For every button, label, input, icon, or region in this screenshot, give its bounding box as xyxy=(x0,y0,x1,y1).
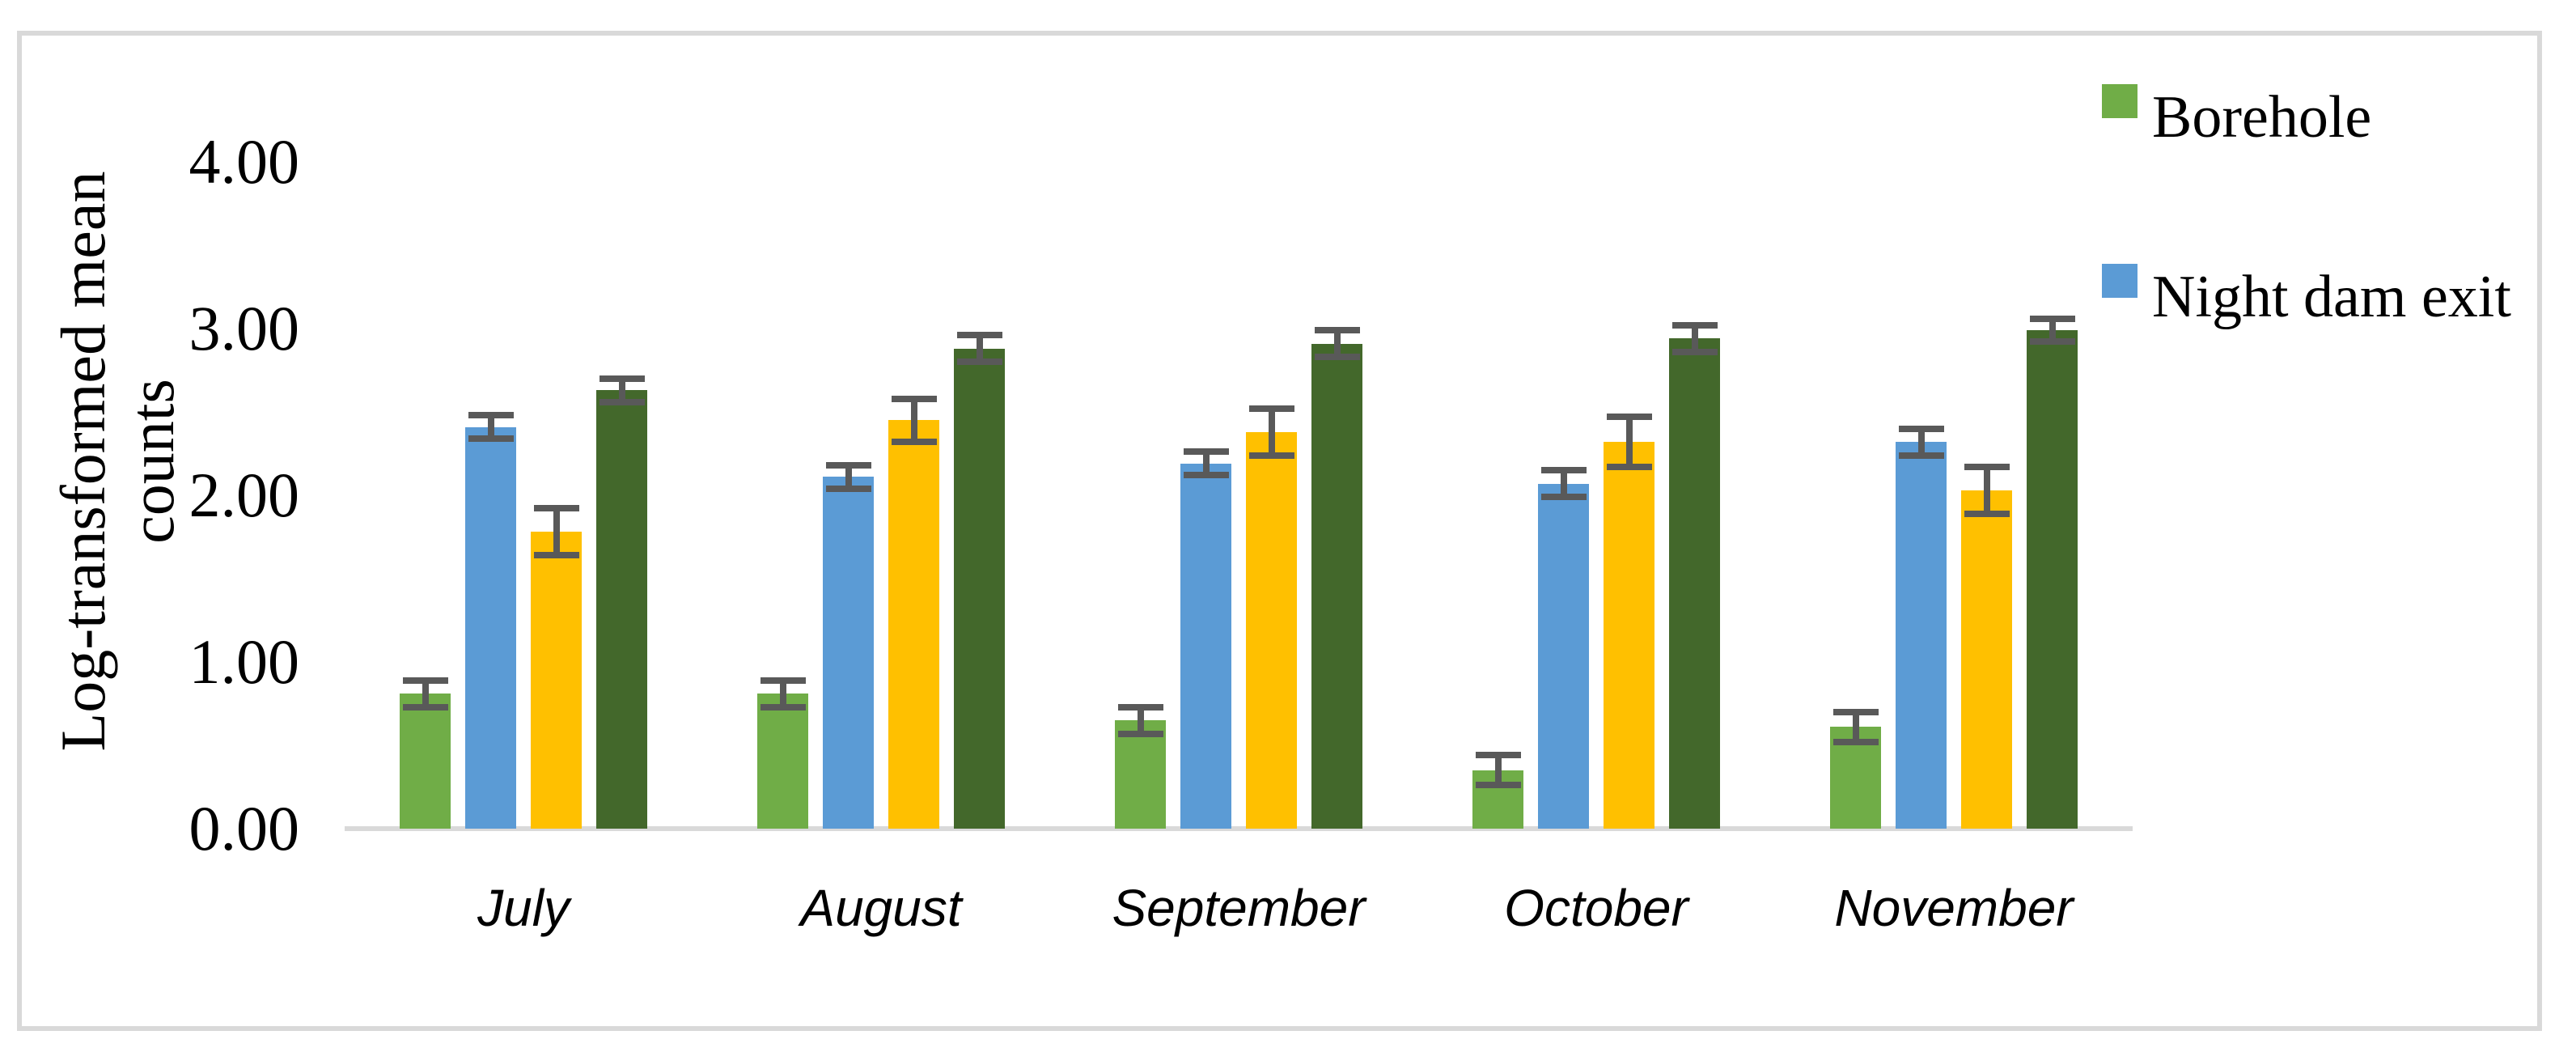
bar-series-3-july xyxy=(531,532,582,829)
bar-series-1-september xyxy=(1115,720,1166,829)
y-tick-label: 2.00 xyxy=(189,460,300,530)
bar-series-4-october xyxy=(1669,338,1720,829)
error-bar-line xyxy=(1983,466,1990,514)
error-bar-line xyxy=(1560,470,1567,498)
error-bar-cap-top xyxy=(760,677,806,684)
error-bar-cap-top xyxy=(402,677,448,684)
bar-series-4-september xyxy=(1311,343,1362,829)
error-bar-cap-bottom xyxy=(1898,452,1944,459)
y-tick-label: 1.00 xyxy=(189,626,300,697)
error-bar-cap-bottom xyxy=(1117,730,1163,737)
bar-series-4-november xyxy=(2027,330,2078,829)
bar-series-2-july xyxy=(465,426,516,829)
error-bar-cap-bottom xyxy=(825,485,871,492)
error-bar-line xyxy=(1333,330,1341,357)
error-bar-cap-top xyxy=(1314,327,1360,334)
error-bar-line xyxy=(1625,417,1633,467)
bar-series-3-august xyxy=(888,420,939,829)
error-bar-cap-bottom xyxy=(1964,510,2010,517)
error-bar-cap-top xyxy=(956,332,1002,339)
error-bar-cap-bottom xyxy=(599,398,645,405)
x-category-label-november: November xyxy=(1834,879,2074,937)
error-bar-cap-top xyxy=(1183,448,1229,456)
error-bar-line xyxy=(1852,711,1859,742)
legend-label: Night dam exit xyxy=(2152,264,2511,330)
error-bar-cap-bottom xyxy=(1671,348,1718,355)
bar-series-4-july xyxy=(596,390,647,829)
error-bar-line xyxy=(553,508,560,556)
bar-series-4-august xyxy=(954,348,1005,829)
error-bar-cap-top xyxy=(891,395,937,402)
legend-swatch xyxy=(2102,264,2137,298)
legend-label: Borehole xyxy=(2152,84,2372,151)
error-bar-cap-bottom xyxy=(533,552,579,559)
error-bar-cap-top xyxy=(1475,752,1521,759)
error-bar-line xyxy=(2049,318,2056,342)
error-bar-cap-bottom xyxy=(468,435,514,442)
error-bar-cap-top xyxy=(825,461,871,469)
error-bar-line xyxy=(618,378,625,402)
legend-swatch xyxy=(2102,84,2137,118)
error-bar-line xyxy=(779,680,786,707)
error-bar-cap-top xyxy=(599,375,645,382)
error-bar-cap-bottom xyxy=(1475,782,1521,789)
error-bar-line xyxy=(976,335,983,363)
bar-series-2-september xyxy=(1180,463,1231,829)
error-bar-cap-bottom xyxy=(1248,452,1294,459)
error-bar-line xyxy=(845,464,852,489)
error-bar-cap-top xyxy=(1540,467,1587,474)
error-bar-cap-bottom xyxy=(2029,338,2075,346)
y-tick-label: 0.00 xyxy=(189,793,300,863)
error-bar-cap-top xyxy=(1898,425,1944,432)
error-bar-cap-bottom xyxy=(1183,472,1229,479)
error-bar-line xyxy=(1917,428,1925,456)
error-bar-line xyxy=(910,398,917,443)
bar-series-2-august xyxy=(823,477,874,829)
error-bar-line xyxy=(1268,408,1275,456)
error-bar-line xyxy=(1137,706,1144,734)
error-bar-cap-top xyxy=(2029,315,2075,322)
bar-series-3-november xyxy=(1961,490,2012,829)
error-bar-line xyxy=(1202,452,1210,476)
x-category-label-august: August xyxy=(800,879,962,937)
x-axis-line xyxy=(345,826,2133,831)
x-category-label-october: October xyxy=(1504,879,1688,937)
error-bar-cap-top xyxy=(1248,405,1294,412)
error-bar-line xyxy=(487,415,494,439)
error-bar-cap-bottom xyxy=(1606,463,1652,470)
error-bar-line xyxy=(422,680,429,707)
error-bar-line xyxy=(1691,325,1698,352)
error-bar-cap-bottom xyxy=(956,358,1002,366)
x-category-label-september: September xyxy=(1112,879,1366,937)
y-tick-label: 4.00 xyxy=(189,126,300,197)
bar-series-1-august xyxy=(757,694,808,829)
error-bar-cap-top xyxy=(1832,708,1879,715)
error-bar-cap-top xyxy=(1117,703,1163,711)
error-bar-line xyxy=(1494,755,1502,786)
error-bar-cap-top xyxy=(1964,463,2010,470)
error-bar-cap-bottom xyxy=(1540,494,1587,501)
bar-series-2-october xyxy=(1538,483,1589,829)
error-bar-cap-bottom xyxy=(760,703,806,711)
error-bar-cap-top xyxy=(1671,321,1718,329)
y-tick-label: 3.00 xyxy=(189,293,300,363)
error-bar-cap-bottom xyxy=(1832,738,1879,745)
error-bar-cap-top xyxy=(533,505,579,512)
bar-series-3-september xyxy=(1246,431,1297,829)
error-bar-cap-bottom xyxy=(1314,354,1360,361)
bar-series-1-july xyxy=(400,694,451,829)
x-category-label-july: July xyxy=(477,879,570,937)
error-bar-cap-bottom xyxy=(402,703,448,711)
bar-series-3-october xyxy=(1604,442,1654,829)
error-bar-cap-top xyxy=(468,412,514,419)
error-bar-cap-bottom xyxy=(891,439,937,446)
error-bar-cap-top xyxy=(1606,414,1652,421)
bar-series-2-november xyxy=(1896,442,1947,829)
